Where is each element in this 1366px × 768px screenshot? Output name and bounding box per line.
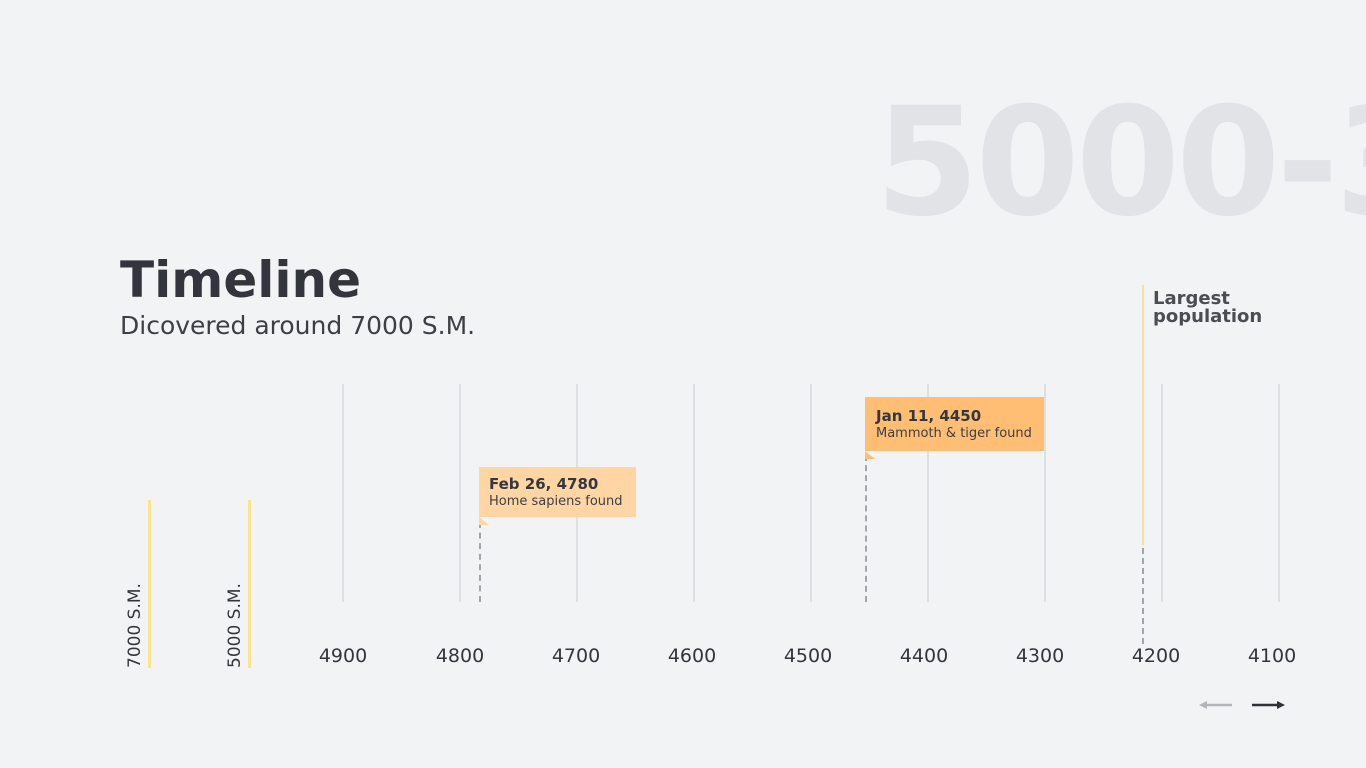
event-description: Mammoth & tiger found xyxy=(876,425,1032,441)
milestone-label-line: population xyxy=(1153,306,1263,327)
tick-label[interactable]: 4200 xyxy=(1131,645,1181,667)
event-marker-line xyxy=(479,522,481,602)
milestone-label[interactable]: Largest population xyxy=(1153,290,1262,326)
event-date: Feb 26, 4780 xyxy=(489,475,599,493)
event-pointer xyxy=(479,517,499,525)
event-card[interactable]: Feb 26, 4780 Home sapiens found xyxy=(479,467,636,525)
gridline xyxy=(459,384,461,602)
arrow-left-icon xyxy=(1199,701,1232,709)
milestone-label-line: Largest xyxy=(1153,288,1230,309)
gridline xyxy=(927,384,929,602)
tick-label[interactable]: 4100 xyxy=(1247,645,1297,667)
milestone-dashed-line xyxy=(1142,548,1144,644)
gridline xyxy=(1161,384,1163,602)
event-pointer xyxy=(865,451,885,459)
tick-label[interactable]: 4400 xyxy=(899,645,949,667)
event-marker-line xyxy=(865,455,867,602)
gridline xyxy=(1278,384,1280,602)
background-range-text: 5000-3 xyxy=(875,88,1366,238)
event-date: Jan 11, 4450 xyxy=(876,407,982,425)
event-description: Home sapiens found xyxy=(489,493,623,509)
tick-label[interactable]: 4800 xyxy=(435,645,485,667)
gridline xyxy=(1044,384,1046,602)
page-title: Timeline xyxy=(120,251,362,309)
gridline xyxy=(342,384,344,602)
era-marker-line xyxy=(248,500,251,668)
event-card[interactable]: Jan 11, 4450 Mammoth & tiger found xyxy=(865,397,1044,459)
page-subtitle: Dicovered around 7000 S.M. xyxy=(120,311,476,340)
era-marker-line xyxy=(148,500,151,668)
era-label[interactable]: 7000 S.M. xyxy=(125,583,145,668)
tick-label[interactable]: 4700 xyxy=(551,645,601,667)
tick-label[interactable]: 4500 xyxy=(783,645,833,667)
milestone-marker-line xyxy=(1142,285,1144,545)
tick-label[interactable]: 4300 xyxy=(1015,645,1065,667)
gridline xyxy=(693,384,695,602)
next-button[interactable] xyxy=(1250,696,1286,714)
era-label[interactable]: 5000 S.M. xyxy=(225,583,245,668)
arrow-right-icon xyxy=(1252,701,1285,709)
tick-label[interactable]: 4600 xyxy=(667,645,717,667)
tick-label[interactable]: 4900 xyxy=(318,645,368,667)
prev-button[interactable] xyxy=(1198,696,1234,714)
gridline xyxy=(810,384,812,602)
